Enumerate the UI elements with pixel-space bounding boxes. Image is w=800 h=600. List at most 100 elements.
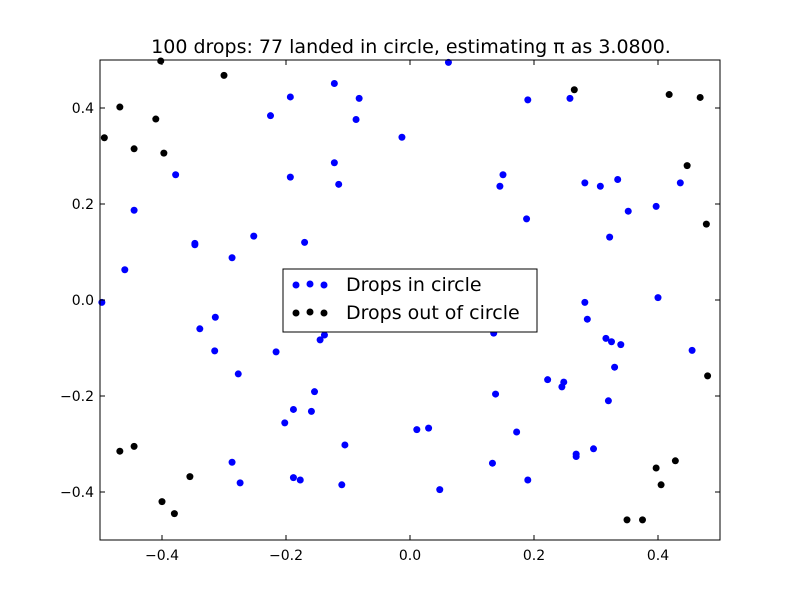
axis-ticks: −0.4 −0.2 0.0 0.2 0.4 −0.4 −0.2 0.0 0.2 0.4 bbox=[60, 60, 720, 564]
in-circle-point bbox=[301, 238, 309, 246]
x-tick-label: −0.2 bbox=[269, 548, 303, 564]
in-circle-point bbox=[311, 388, 319, 396]
in-circle-point bbox=[330, 159, 338, 167]
x-tick-label: 0.2 bbox=[523, 548, 545, 564]
legend-label: Drops in circle bbox=[346, 274, 482, 296]
in-circle-point bbox=[211, 347, 219, 355]
in-circle-point bbox=[296, 476, 304, 484]
out-of-circle-point bbox=[157, 57, 165, 65]
in-circle-point bbox=[523, 215, 531, 223]
in-circle-point bbox=[211, 313, 219, 321]
in-circle-point bbox=[250, 232, 258, 240]
out-of-circle-point bbox=[152, 115, 160, 123]
in-circle-point bbox=[583, 315, 591, 323]
out-of-circle-point bbox=[639, 516, 646, 524]
chart-title: 100 drops: 77 landed in circle, estimati… bbox=[151, 36, 671, 58]
in-circle-point bbox=[596, 182, 604, 190]
out-of-circle-point bbox=[657, 481, 665, 489]
y-tick-label: 0.0 bbox=[72, 293, 94, 309]
in-circle-point bbox=[234, 370, 242, 378]
in-circle-point bbox=[267, 112, 274, 120]
in-circle-point bbox=[581, 298, 589, 306]
in-circle-point bbox=[608, 338, 615, 346]
in-circle-point bbox=[566, 94, 574, 102]
legend-marker bbox=[320, 309, 328, 317]
legend-marker bbox=[320, 281, 328, 289]
y-tick-label: −0.2 bbox=[60, 389, 94, 405]
in-circle-point bbox=[624, 207, 632, 215]
in-circle-point bbox=[590, 445, 598, 453]
in-circle-point bbox=[499, 171, 507, 179]
legend-label: Drops out of circle bbox=[346, 302, 520, 324]
in-circle-point bbox=[398, 133, 406, 141]
out-of-circle-point bbox=[696, 93, 704, 101]
out-of-circle-point bbox=[100, 134, 108, 142]
out-of-circle-point bbox=[665, 91, 673, 99]
in-circle-point bbox=[228, 254, 236, 262]
out-of-circle-point bbox=[170, 510, 178, 518]
legend-marker bbox=[306, 308, 314, 316]
out-of-circle-point bbox=[186, 473, 194, 481]
out-of-circle-point bbox=[671, 457, 679, 465]
in-circle-point bbox=[492, 390, 500, 398]
out-of-circle-point bbox=[160, 149, 168, 157]
in-circle-point bbox=[513, 428, 521, 436]
legend-marker bbox=[292, 309, 300, 317]
in-circle-point bbox=[228, 458, 236, 466]
legend-marker bbox=[306, 280, 314, 288]
in-circle-point bbox=[560, 378, 568, 386]
in-circle-point bbox=[544, 376, 552, 384]
out-of-circle-point bbox=[570, 86, 578, 94]
in-circle-point bbox=[352, 116, 360, 124]
in-circle-point bbox=[286, 173, 294, 181]
in-circle-point bbox=[617, 341, 625, 349]
in-circle-point bbox=[413, 426, 421, 434]
in-circle-point bbox=[524, 96, 532, 104]
in-circle-point bbox=[436, 486, 444, 494]
y-tick-label: 0.2 bbox=[72, 197, 94, 213]
in-circle-point bbox=[676, 179, 684, 187]
in-circle-point bbox=[338, 481, 346, 489]
out-of-circle-point bbox=[158, 498, 166, 506]
in-circle-point bbox=[341, 441, 349, 449]
out-of-circle-point bbox=[704, 372, 712, 380]
in-circle-point bbox=[496, 182, 504, 190]
in-circle-point bbox=[172, 171, 180, 179]
in-circle-point bbox=[289, 474, 297, 482]
in-circle-point bbox=[524, 476, 532, 484]
in-circle-point bbox=[335, 180, 343, 188]
out-of-circle-point bbox=[702, 220, 710, 228]
in-circle-point bbox=[286, 93, 294, 101]
out-of-circle-point bbox=[652, 464, 660, 472]
out-of-circle-point bbox=[130, 442, 138, 450]
in-circle-point bbox=[307, 407, 315, 415]
in-circle-point bbox=[444, 58, 452, 66]
in-circle-point bbox=[614, 176, 622, 184]
in-circle-point bbox=[581, 179, 589, 187]
in-circle-point bbox=[604, 397, 612, 405]
data-points bbox=[98, 57, 712, 524]
y-tick-label: 0.4 bbox=[72, 101, 94, 117]
x-tick-label: 0.0 bbox=[399, 548, 421, 564]
x-tick-label: 0.4 bbox=[647, 548, 669, 564]
y-tick-label: −0.4 bbox=[60, 485, 94, 501]
out-of-circle-point bbox=[683, 162, 691, 170]
in-circle-point bbox=[652, 202, 660, 210]
out-of-circle-point bbox=[623, 516, 631, 524]
x-tick-label: −0.4 bbox=[145, 548, 179, 564]
in-circle-point bbox=[272, 348, 280, 356]
out-of-circle-point bbox=[130, 145, 138, 153]
in-circle-point bbox=[130, 206, 138, 214]
in-circle-point bbox=[611, 363, 619, 371]
in-circle-point bbox=[572, 450, 580, 458]
in-circle-point bbox=[355, 94, 363, 102]
out-of-circle-point bbox=[220, 71, 228, 79]
in-circle-point bbox=[606, 233, 614, 241]
out-of-circle-point bbox=[116, 447, 124, 455]
in-circle-point bbox=[281, 419, 289, 427]
in-circle-point bbox=[330, 80, 338, 88]
in-circle-point bbox=[654, 294, 662, 302]
in-circle-point bbox=[602, 334, 610, 342]
in-circle-point bbox=[688, 346, 696, 354]
